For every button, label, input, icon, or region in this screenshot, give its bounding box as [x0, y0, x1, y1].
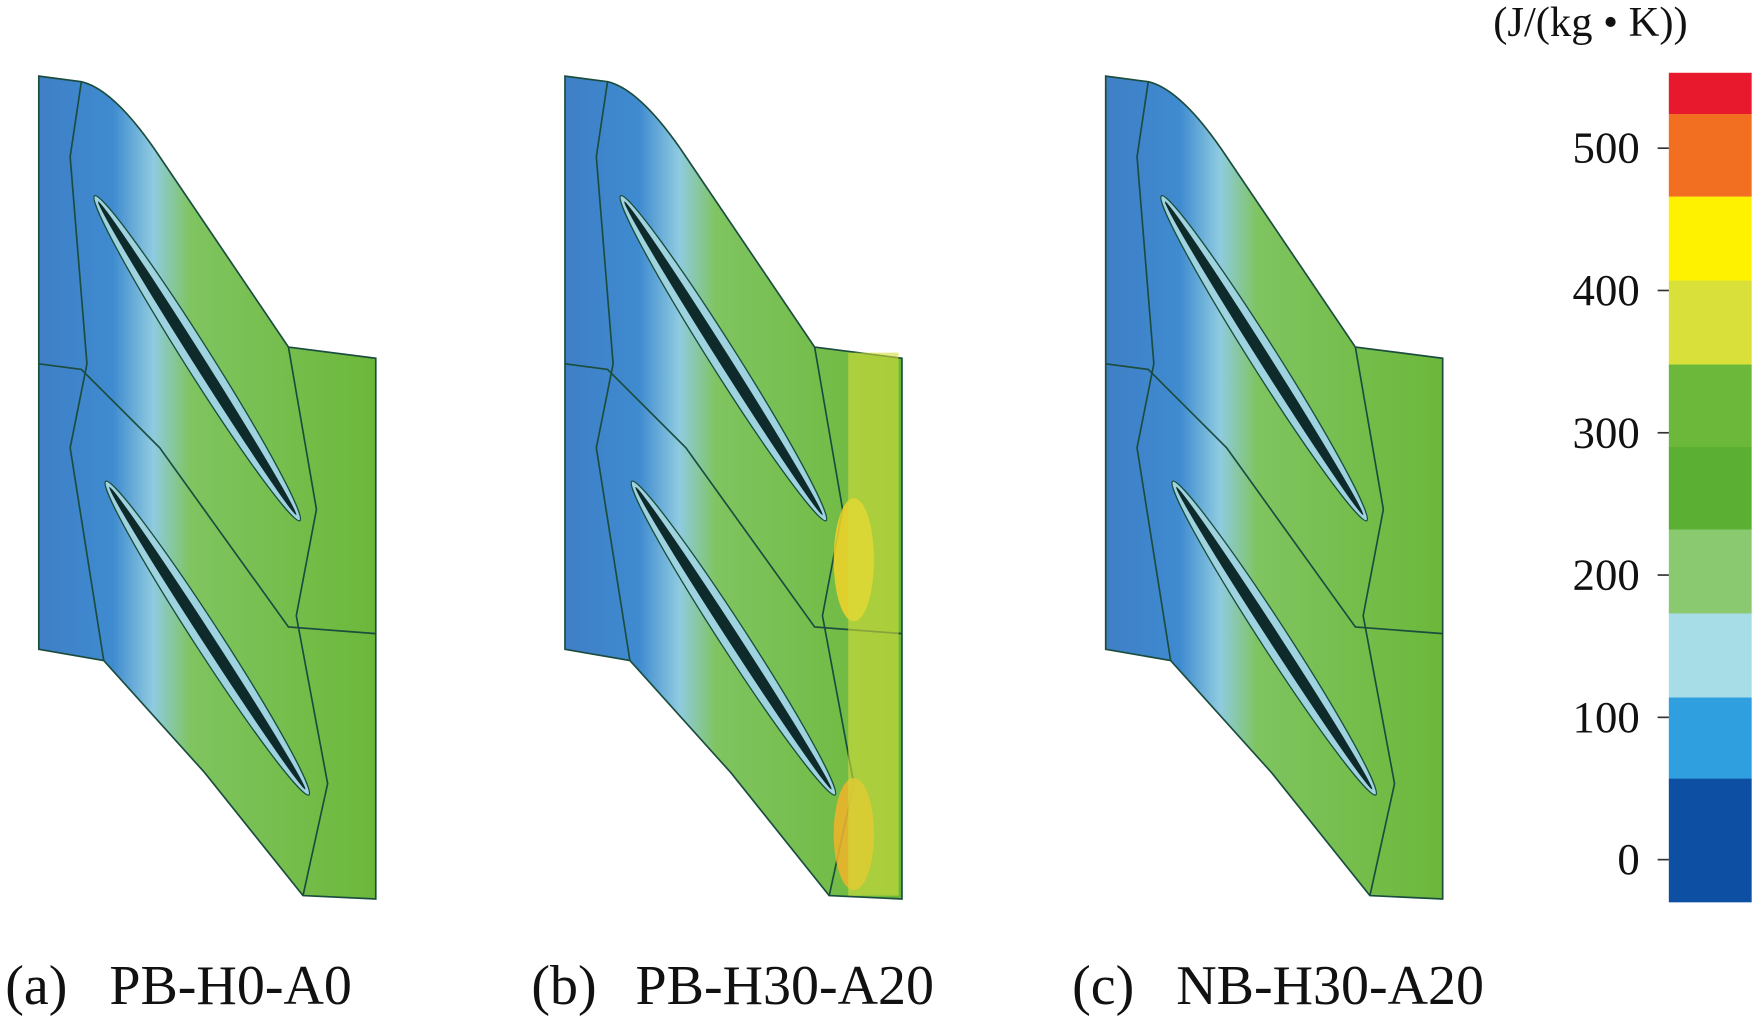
colorbar-tick-label: 500	[1573, 123, 1640, 173]
colorbar-tick-label: 400	[1573, 265, 1640, 315]
colorbar-band	[1668, 364, 1752, 447]
hot-spot	[848, 352, 899, 896]
colorbar-band	[1668, 529, 1752, 614]
domain	[37, 75, 377, 900]
contour-panel	[1104, 75, 1444, 900]
colorbar-tick-label: 300	[1573, 407, 1640, 457]
contour-panel	[37, 75, 377, 900]
colorbar-band	[1668, 446, 1752, 530]
panel-label: (b)	[531, 955, 596, 1017]
colorbar-band	[1668, 196, 1752, 281]
panel-label: (c)	[1072, 955, 1134, 1017]
colorbar-tick-label: 100	[1573, 692, 1640, 742]
colorbar-tick-label: 0	[1617, 834, 1639, 884]
colorbar-band	[1668, 697, 1752, 779]
colorbar-band	[1668, 280, 1752, 365]
blade	[98, 201, 297, 516]
blade	[635, 486, 832, 790]
block-line	[1105, 81, 1443, 896]
colorbar-band	[1668, 613, 1752, 698]
panel-name: NB-H30-A20	[1176, 955, 1484, 1017]
colorbar-band	[1668, 114, 1752, 197]
domain	[564, 75, 903, 900]
colorbar-band	[1668, 72, 1752, 115]
block-line	[38, 81, 376, 896]
domain	[1104, 75, 1444, 900]
panel-name: PB-H30-A20	[636, 955, 935, 1017]
colorbar-tick-label: 200	[1573, 550, 1640, 600]
panel-name: PB-H0-A0	[109, 955, 352, 1017]
colorbar-unit: (J/(kg • K))	[1493, 0, 1687, 46]
blade	[109, 486, 306, 790]
blade	[1176, 486, 1373, 790]
blade	[624, 201, 823, 516]
panel-label: (a)	[5, 955, 67, 1017]
blade	[1164, 201, 1364, 516]
colorbar-band	[1668, 778, 1752, 903]
contour-panel	[564, 75, 903, 900]
